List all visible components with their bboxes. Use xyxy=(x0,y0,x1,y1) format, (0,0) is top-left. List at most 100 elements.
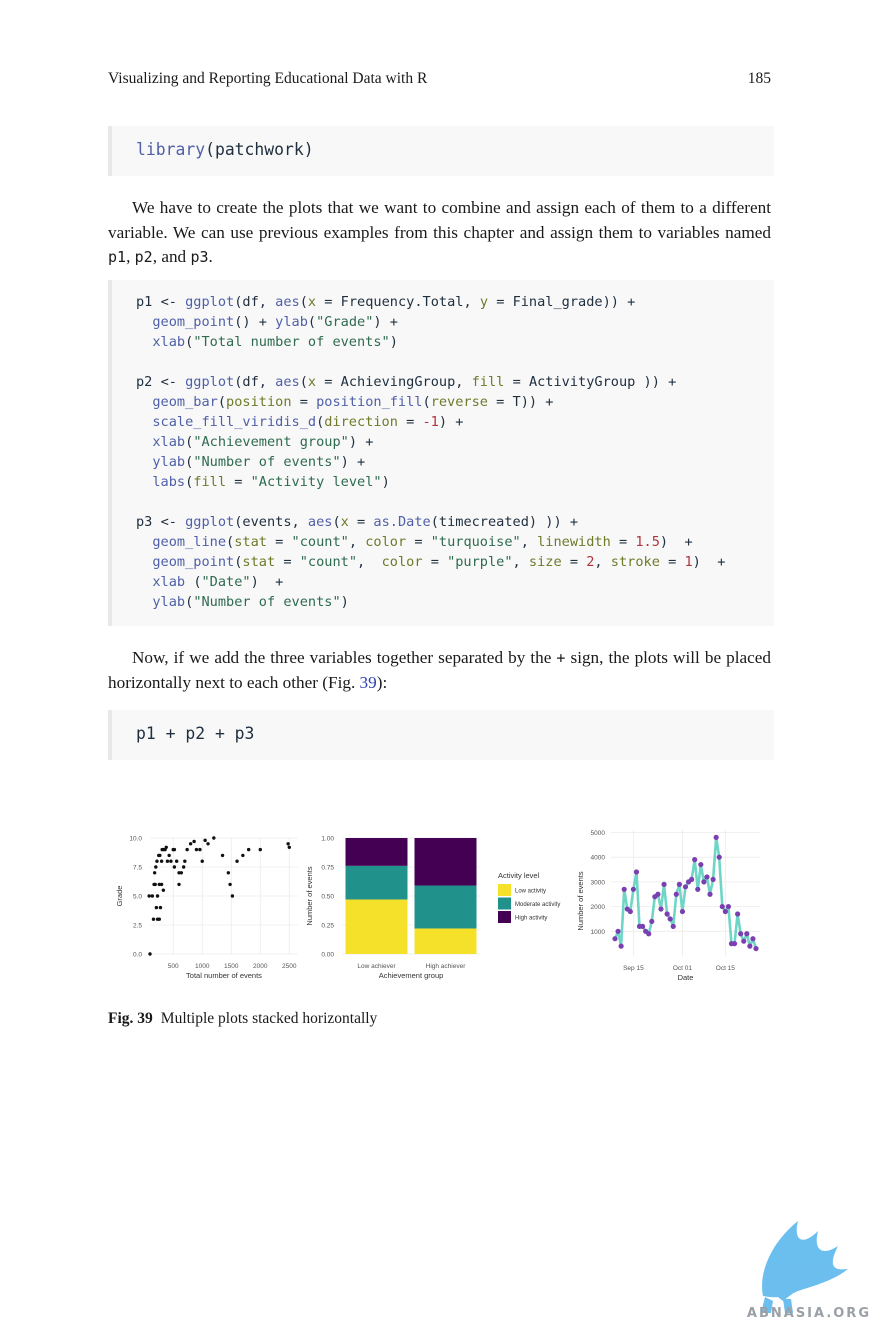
data-point xyxy=(710,876,716,883)
paragraph-text: sign, the plots will be placed horizonta… xyxy=(108,648,771,692)
scatter-point xyxy=(206,842,210,846)
data-point xyxy=(701,879,707,885)
data-point xyxy=(618,943,624,949)
scatter-point xyxy=(154,905,159,910)
scatter-point xyxy=(177,882,181,887)
bar-segment xyxy=(414,838,477,886)
x-tick-label: Oct 01 xyxy=(673,965,693,972)
scatter-point xyxy=(161,888,166,892)
code-line: geom_bar(position = position_fill(revers… xyxy=(152,394,554,410)
data-point xyxy=(646,931,652,937)
data-point xyxy=(664,911,670,917)
scatter-point xyxy=(179,871,184,875)
paragraph-text: We have to create the plots that we want… xyxy=(108,198,771,242)
lion-logo-icon: ABNASIA.ORG xyxy=(747,1221,871,1321)
x-tick-label: 2500 xyxy=(282,963,297,970)
legend-swatch xyxy=(498,897,511,910)
scatter-point xyxy=(172,847,177,852)
scatter-point xyxy=(164,845,168,849)
x-tick-label: 1000 xyxy=(195,963,210,970)
y-tick-label: 0.75 xyxy=(321,865,334,872)
code-line: geom_point(stat = "count", color = "purp… xyxy=(152,554,726,570)
data-point xyxy=(695,886,701,892)
scatter-point xyxy=(169,859,173,863)
caption-text: Multiple plots stacked horizontally xyxy=(160,1010,378,1027)
code-block-library: library(patchwork) xyxy=(108,126,774,176)
legend-swatch xyxy=(498,884,511,896)
scatter-point xyxy=(153,882,157,887)
x-tick-label: High achiever xyxy=(426,963,467,970)
y-axis-title: Grade xyxy=(115,886,124,907)
code-line xyxy=(136,352,774,372)
watermark-logo: ABNASIA.ORG xyxy=(743,1201,873,1321)
scatter-point xyxy=(188,842,193,846)
y-tick-label: 0.50 xyxy=(321,894,334,901)
scatter-point xyxy=(174,859,179,863)
period: . xyxy=(208,247,213,266)
y-tick-label: 0.00 xyxy=(321,952,334,959)
y-axis-title: Number of events xyxy=(576,871,585,930)
caption-label: Fig. 39 xyxy=(108,1010,153,1027)
data-point xyxy=(698,861,704,868)
data-point xyxy=(627,908,633,915)
data-point xyxy=(744,931,750,937)
data-point xyxy=(670,923,676,929)
y-tick-label: 7.5 xyxy=(133,865,142,872)
data-point xyxy=(692,857,698,863)
scatter-point xyxy=(159,859,164,863)
code-line xyxy=(136,492,774,512)
code-line: geom_line(stat = "count", color = "turqu… xyxy=(152,534,693,550)
data-point xyxy=(676,881,682,887)
data-point xyxy=(630,886,636,892)
scatter-point xyxy=(230,894,235,898)
scatter-point xyxy=(152,871,157,875)
scatter-point xyxy=(183,859,187,863)
watermark-text: ABNASIA.ORG xyxy=(747,1306,871,1321)
data-point xyxy=(633,869,640,875)
code-line: p1 + p2 + p3 xyxy=(136,724,255,743)
var-p2: p2 xyxy=(134,248,153,266)
data-point xyxy=(679,908,686,915)
y-tick-label: 1.00 xyxy=(321,836,334,843)
x-tick-label: 500 xyxy=(168,963,179,970)
x-tick-label: Oct 15 xyxy=(716,965,736,972)
bar-segment xyxy=(414,885,477,929)
legend-title: Activity level xyxy=(498,871,540,880)
legend-label: Moderate activity xyxy=(515,902,560,908)
scatter-point xyxy=(165,859,170,863)
data-point xyxy=(725,903,732,910)
scatter-point xyxy=(258,847,262,852)
data-point xyxy=(661,881,667,887)
scatter-point xyxy=(220,853,225,858)
data-point xyxy=(612,936,618,942)
data-point xyxy=(719,903,725,910)
data-point xyxy=(731,941,738,947)
code-line: labs(fill = "Activity level") xyxy=(152,474,390,490)
scatter-point xyxy=(287,845,291,849)
paragraph-combine: Now, if we add the three variables toget… xyxy=(108,646,771,695)
code-line: xlab("Achievement group") + xyxy=(152,434,374,450)
y-axis-title: Number of events xyxy=(305,866,314,925)
bar-segment xyxy=(414,928,477,954)
plus-sign: + xyxy=(556,649,566,667)
data-point xyxy=(722,908,728,915)
y-tick-label: 5.0 xyxy=(133,894,142,901)
y-tick-label: 3000 xyxy=(591,879,606,886)
data-point xyxy=(747,943,753,949)
code-line: p1 <- ggplot(df, aes(x = Frequency.Total… xyxy=(136,294,636,310)
data-point xyxy=(673,891,679,897)
data-point xyxy=(658,906,664,912)
code-line: geom_point() + ylab("Grade") + xyxy=(152,314,398,330)
data-point xyxy=(639,923,646,929)
x-tick-label: Low achiever xyxy=(357,963,396,970)
scatter-point xyxy=(158,905,163,910)
scatter-point xyxy=(235,859,239,863)
figure-39: 0.0 2.5 5.0 7.5 10.0 500 1000 1500 2000 2500 Total… xyxy=(108,826,771,986)
scatter-point xyxy=(226,871,231,875)
scatter-point xyxy=(200,859,204,863)
data-point xyxy=(704,874,710,880)
figure-reference-link[interactable]: 39 xyxy=(359,672,377,692)
scatter-point xyxy=(203,838,207,843)
x-tick-label: 1500 xyxy=(224,963,239,970)
scatter-point xyxy=(192,839,196,844)
